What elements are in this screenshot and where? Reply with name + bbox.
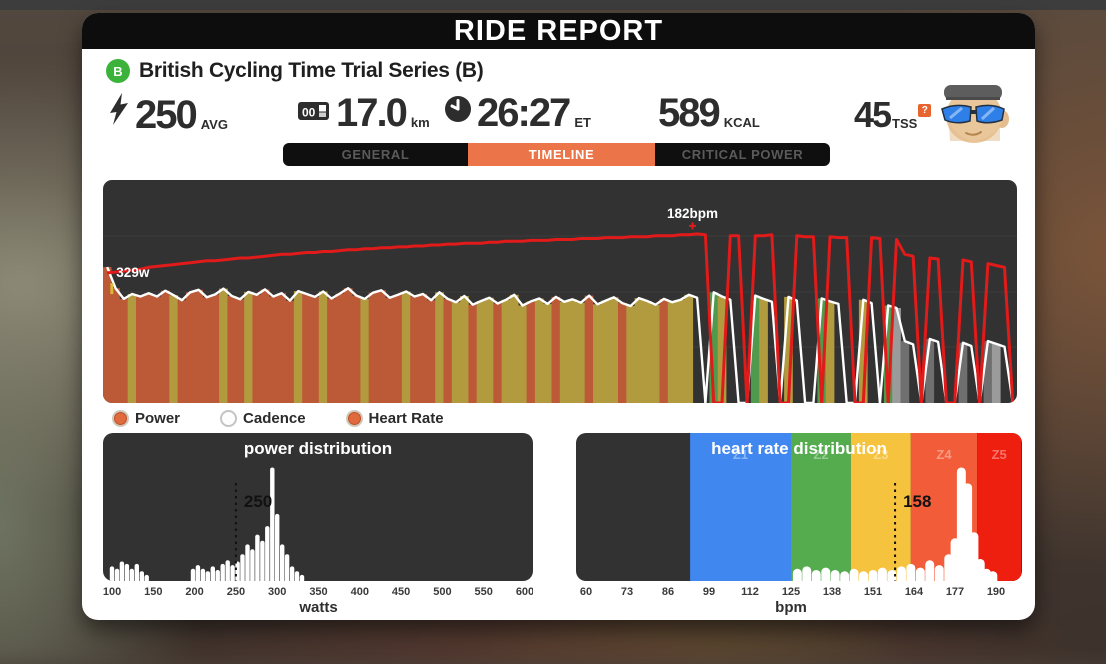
category-b-badge: B [106,59,130,83]
svg-text:Z5: Z5 [992,447,1007,462]
distance-unit: km [410,115,430,130]
tab-critical-power[interactable]: CRITICAL POWER [655,143,830,166]
svg-text:329w: 329w [116,265,150,280]
tss-value: 45 [854,94,892,135]
heart-rate-radio-icon[interactable] [345,410,363,427]
top-strip [0,0,1106,10]
clock-icon [444,95,472,128]
svg-text:177: 177 [946,586,964,598]
svg-text:182bpm: 182bpm [667,206,718,221]
rider-avatar [938,83,1012,150]
heart-rate-distribution-chart: Z1 Z2 Z3 Z4 Z5 158 heart rate distribution 60 73… [576,433,1022,624]
stat-elapsed-time: 26:27 ET [444,93,591,133]
elapsed-time-unit: ET [574,115,591,130]
avg-power-unit: AVG [200,117,228,132]
svg-text:power distribution: power distribution [244,439,392,458]
tab-timeline[interactable]: TIMELINE [468,143,655,166]
event-name: British Cycling Time Trial Series (B) [139,59,484,82]
svg-text:125: 125 [782,586,800,598]
avg-power-value: 250 [135,93,198,137]
svg-text:450: 450 [392,586,410,598]
svg-text:550: 550 [475,586,493,598]
svg-text:250: 250 [227,586,245,598]
lightning-icon [108,93,130,130]
tss-help-icon[interactable]: ? [918,104,932,117]
svg-text:151: 151 [864,586,882,598]
event-row: B British Cycling Time Trial Series (B) [106,59,484,83]
stat-distance: 00 17.0 km [298,93,430,133]
legend-power[interactable]: Power [112,410,180,427]
odometer-icon: 00 [298,99,331,128]
tss-unit: TSS [892,116,918,131]
svg-text:300: 300 [268,586,286,598]
calories-unit: KCAL [723,115,760,130]
svg-text:164: 164 [905,586,924,598]
svg-text:400: 400 [351,586,369,598]
elapsed-time-value: 26:27 [477,91,571,135]
distance-value: 17.0 [336,91,408,135]
svg-text:190: 190 [987,586,1005,598]
svg-text:Z4: Z4 [936,447,952,462]
svg-text:100: 100 [103,586,121,598]
svg-text:73: 73 [621,586,633,598]
legend-heart-rate[interactable]: Heart Rate [345,410,444,427]
svg-text:250: 250 [244,492,272,511]
svg-text:00: 00 [302,106,316,120]
svg-text:200: 200 [185,586,203,598]
timeline-chart: 329w 182bpm [103,180,1017,403]
cadence-radio-icon[interactable] [220,410,238,427]
svg-text:Z1: Z1 [733,447,748,462]
svg-text:158: 158 [903,492,931,511]
stat-tss: 45 TSS ? [854,94,932,135]
svg-text:bpm: bpm [775,599,807,616]
ride-report-card: RIDE REPORT B British Cycling Time Trial… [82,13,1035,620]
tab-general[interactable]: GENERAL [283,143,468,166]
svg-text:99: 99 [703,586,715,598]
svg-text:Z3: Z3 [873,447,888,462]
svg-text:500: 500 [433,586,451,598]
svg-text:600: 600 [516,586,533,598]
power-radio-icon[interactable] [112,410,129,427]
tab-bar: GENERAL TIMELINE CRITICAL POWER [283,143,830,166]
legend-cadence[interactable]: Cadence [220,410,306,427]
svg-text:86: 86 [662,586,674,598]
svg-text:138: 138 [823,586,841,598]
svg-text:60: 60 [580,586,592,598]
stat-avg-power: 250 AVG [108,93,228,135]
svg-text:heart rate distribution: heart rate distribution [711,439,887,458]
svg-text:150: 150 [144,586,162,598]
svg-text:Z2: Z2 [813,447,828,462]
ride-report-titlebar: RIDE REPORT [82,13,1035,49]
svg-text:350: 350 [309,586,327,598]
page-title: RIDE REPORT [453,14,664,47]
calories-value: 589 [658,91,721,135]
svg-text:112: 112 [741,586,759,598]
series-legend: Power Cadence Heart Rate [112,410,444,427]
svg-text:watts: watts [298,599,337,616]
stat-calories: 589 KCAL [658,93,760,133]
power-distribution-chart: 250 power distribution 100 150 200 250 300 350 4… [103,433,534,624]
